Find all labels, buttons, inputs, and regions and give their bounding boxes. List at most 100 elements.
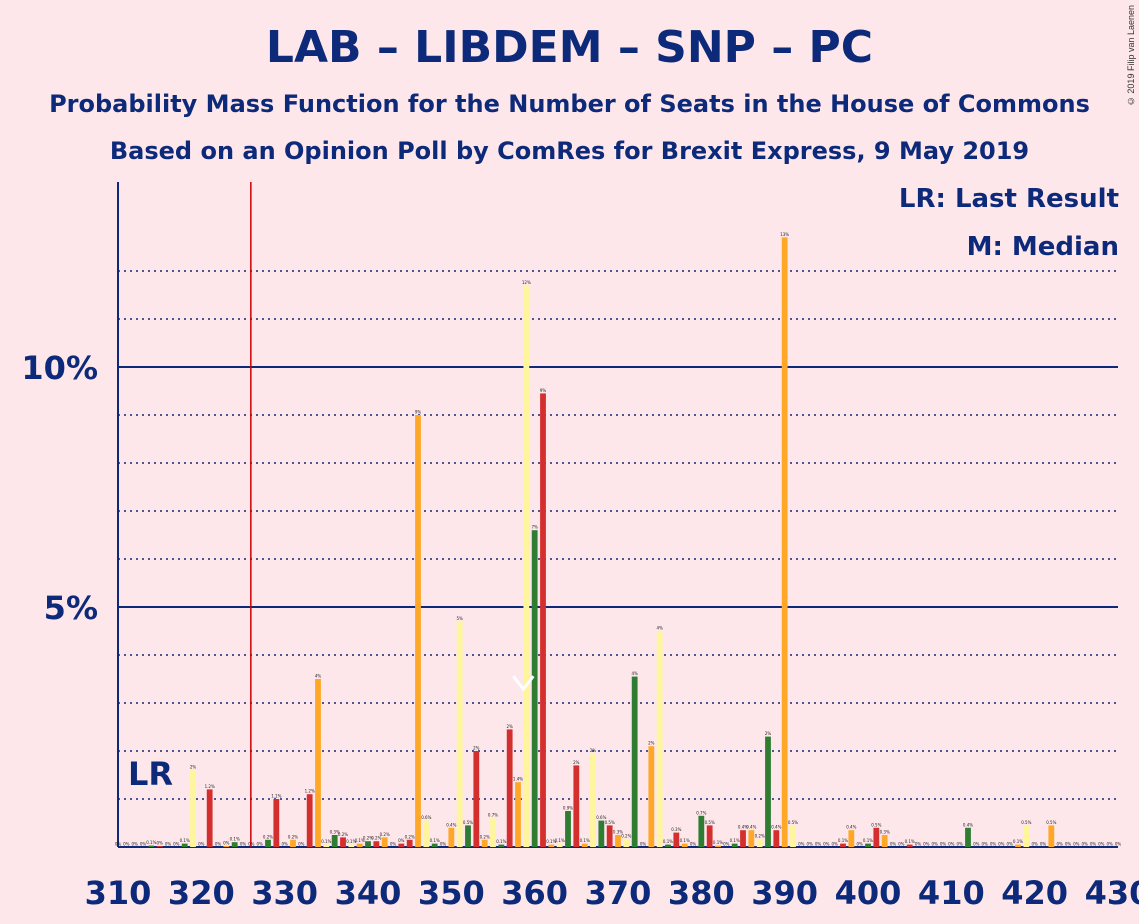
bar-label-364: 0.9% (563, 806, 573, 811)
bar-label-343: 0% (390, 842, 397, 847)
median-marker (512, 675, 535, 692)
bar-label-336: 0.3% (330, 830, 340, 835)
bar-label-397: 0.1% (838, 838, 848, 843)
bar-label-329: 1.1% (271, 794, 281, 799)
bar-345 (406, 839, 413, 847)
bar-label-421: 0% (1040, 842, 1047, 847)
bar-label-354: 0.2% (480, 834, 490, 839)
bar-328 (265, 839, 271, 847)
bar-360 (531, 530, 538, 847)
bar-351 (456, 621, 463, 847)
bar-label-358: 1.4% (513, 777, 523, 782)
x-tick-label: 320 (168, 874, 235, 912)
bar-339 (356, 843, 363, 847)
bar-label-366: 0.1% (580, 838, 590, 843)
bar-label-342: 0.2% (380, 832, 390, 837)
bar-389 (773, 830, 780, 847)
bar-label-416: 0% (998, 842, 1005, 847)
bar-352 (465, 825, 471, 847)
x-tick-label: 360 (501, 874, 568, 912)
bar-362 (548, 844, 555, 847)
bar-374 (648, 746, 655, 847)
bar-376 (665, 844, 671, 847)
bar-label-410: 0% (948, 842, 955, 847)
bar-365 (573, 765, 580, 847)
bar-label-316: 0% (165, 842, 172, 847)
x-tick-label: 410 (918, 874, 985, 912)
bar-label-353: 2% (473, 746, 480, 751)
bar-label-408: 0% (931, 842, 938, 847)
bar-label-425: 0% (1073, 842, 1080, 847)
bar-350 (448, 827, 455, 847)
bar-338 (348, 844, 355, 847)
bar-label-389: 0.4% (771, 825, 781, 830)
bar-label-383: 0% (723, 842, 730, 847)
bar-label-386: 0.4% (746, 825, 756, 830)
bar-321 (206, 789, 213, 847)
bar-label-403: 0% (890, 842, 897, 847)
bar-384 (731, 843, 738, 847)
bar-label-419: 0.5% (1021, 820, 1031, 825)
bar-label-338: 0.1% (346, 839, 356, 844)
bar-334 (315, 679, 321, 847)
x-tick-label: 390 (751, 874, 818, 912)
bar-label-334: 4% (315, 674, 322, 679)
bar-label-392: 0% (798, 842, 805, 847)
bar-label-365: 2% (573, 760, 580, 765)
chart-subtitle-1: Probability Mass Function for the Number… (49, 90, 1090, 118)
y-tick-label: 10% (21, 349, 98, 387)
bar-391 (790, 825, 796, 847)
bar-388 (765, 736, 771, 847)
bar-382 (715, 845, 721, 847)
x-tick-label: 420 (1001, 874, 1068, 912)
bar-label-385: 0.4% (738, 825, 748, 830)
bar-418 (1015, 844, 1021, 847)
bar-336 (331, 835, 338, 847)
bar-341 (373, 841, 380, 847)
x-tick-label: 400 (835, 874, 902, 912)
bar-419 (1023, 825, 1030, 847)
bar-label-322: 0% (215, 842, 222, 847)
bar-314 (148, 845, 155, 847)
bar-label-370: 0.3% (613, 830, 623, 835)
bar-label-407: 0% (923, 842, 930, 847)
y-tick-label: 5% (44, 589, 98, 627)
bar-315 (156, 846, 163, 847)
bar-319 (190, 770, 196, 847)
bar-label-417: 0% (1006, 842, 1013, 847)
bar-label-363: 0.1% (555, 838, 565, 843)
bar-label-415: 0% (990, 842, 997, 847)
bar-342 (381, 837, 388, 847)
bar-371 (623, 838, 630, 847)
bar-label-393: 0% (806, 842, 813, 847)
bar-label-374: 2% (648, 741, 655, 746)
x-tick-label: 330 (251, 874, 318, 912)
bar-402 (881, 835, 888, 847)
bar-label-310: 0% (115, 842, 122, 847)
bar-385 (740, 830, 746, 847)
bar-348 (431, 843, 438, 847)
bar-387 (756, 838, 763, 847)
bar-label-427: 0% (1090, 842, 1097, 847)
bar-378 (681, 843, 688, 847)
bar-386 (748, 830, 755, 847)
bar-label-356: 0.1% (496, 839, 506, 844)
bar-label-323: 0% (223, 841, 230, 846)
bar-label-352: 0.5% (463, 820, 473, 825)
bar-364 (565, 811, 571, 847)
bar-label-420: 0% (1031, 842, 1038, 847)
bar-318 (181, 843, 188, 847)
bar-347 (423, 820, 430, 847)
bar-label-327: 0% (256, 842, 263, 847)
bar-333 (306, 794, 313, 847)
bar-label-368: 0.6% (596, 815, 606, 820)
bar-label-412: 0.4% (963, 822, 973, 827)
x-tick-label: 310 (85, 874, 152, 912)
bar-label-414: 0% (981, 842, 988, 847)
bar-363 (556, 843, 563, 847)
bar-label-325: 0% (240, 842, 247, 847)
bar-label-337: 0.2% (338, 832, 348, 837)
bar-label-340: 0.2% (363, 836, 373, 841)
bar-344 (398, 843, 405, 847)
